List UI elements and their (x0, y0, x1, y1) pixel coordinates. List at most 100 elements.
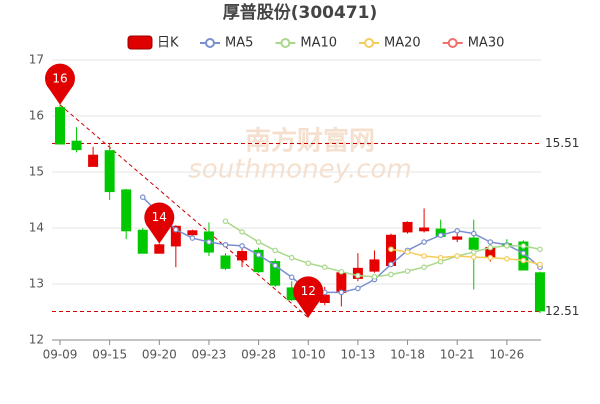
ma-point (537, 261, 543, 268)
reference-label: 12.51 (545, 304, 579, 318)
ma-point (222, 242, 229, 248)
ma-point (487, 239, 494, 245)
candle-body (253, 249, 264, 273)
ma-point (388, 271, 394, 278)
candle-body (270, 261, 281, 286)
ma-point (537, 246, 543, 253)
y-tick-label: 12 (29, 333, 44, 347)
legend-swatch (280, 38, 291, 48)
candle-body (154, 244, 165, 254)
legend-swatch (205, 38, 215, 48)
legend-swatch (127, 35, 153, 50)
ma-point (454, 228, 461, 234)
marker-label: 16 (52, 71, 67, 85)
candle-body (121, 189, 132, 232)
ma-point (520, 257, 527, 264)
ma-point (388, 261, 394, 268)
ma-point (421, 253, 427, 259)
marker-pin (144, 202, 175, 244)
reference-label: 15.51 (545, 136, 579, 150)
candle-body (88, 154, 99, 167)
ma-point (388, 246, 394, 253)
ma-point (454, 253, 461, 259)
x-tick-label: 10-13 (340, 348, 375, 362)
x-tick-label: 09-15 (92, 348, 127, 362)
candle-body (187, 230, 198, 236)
ma-point (173, 226, 179, 233)
y-tick-label: 14 (29, 221, 44, 235)
ma-point (206, 239, 212, 245)
legend-label: MA10 (300, 36, 337, 51)
x-tick-label: 09-09 (43, 348, 78, 362)
legend-label: MA20 (384, 36, 421, 51)
ma-point (272, 247, 278, 254)
ma-point (504, 243, 510, 249)
x-tick-label: 10-21 (440, 348, 475, 362)
ma-point (421, 239, 427, 245)
candle-body (220, 255, 231, 269)
x-tick-label: 09-28 (241, 348, 276, 362)
candle-body (237, 251, 248, 261)
legend-swatch (364, 38, 375, 48)
legend-label: 日K (157, 36, 179, 51)
marker-pin (293, 276, 324, 318)
candle-body (452, 236, 463, 240)
marker-label: 14 (152, 210, 167, 224)
marker-label: 12 (301, 284, 316, 298)
ma-point (321, 264, 328, 271)
ma-point (338, 268, 345, 275)
ma-point (404, 249, 411, 255)
y-tick-label: 17 (29, 53, 44, 67)
x-tick-label: 10-26 (489, 348, 524, 362)
candle-body (137, 229, 148, 254)
ma-point (139, 194, 146, 201)
watermark: 南方财富网 (245, 126, 375, 157)
legend: 日K MA5 MA10 MA20 MA30 (127, 35, 505, 51)
ma-point (189, 235, 196, 241)
candle-body (336, 272, 347, 293)
candle-body (518, 241, 529, 271)
candle-body (419, 227, 430, 232)
legend-swatch (447, 38, 458, 48)
legend-label: MA30 (468, 36, 505, 51)
ma-point (305, 260, 312, 267)
ma-point (404, 268, 411, 274)
x-tick-label: 10-10 (291, 348, 326, 362)
y-tick-label: 13 (29, 277, 44, 291)
legend-label: MA5 (225, 36, 253, 51)
ma-point (222, 218, 229, 225)
ma-point (520, 250, 527, 257)
ma-point (355, 285, 361, 292)
ma-point (470, 230, 477, 237)
ma-point (470, 254, 477, 260)
y-tick-label: 16 (29, 109, 44, 123)
ma-point (239, 243, 245, 249)
ma-line (390, 248, 541, 266)
x-tick-label: 09-20 (142, 348, 177, 362)
ma-point (338, 289, 345, 296)
ma-point (487, 254, 494, 261)
ma-point (288, 254, 295, 261)
trend-line (59, 104, 309, 318)
x-tick-label: 10-18 (390, 348, 425, 362)
ma-point (487, 244, 494, 251)
ma-point (470, 249, 477, 255)
ma-point (437, 254, 444, 261)
candle-body (468, 237, 479, 250)
ma-point (371, 273, 378, 280)
ma-line (225, 220, 541, 278)
chart-title: 厚普股份(300471) (223, 2, 378, 23)
ma-point (239, 229, 245, 235)
x-tick-label: 09-23 (192, 348, 227, 362)
y-tick-label: 15 (29, 165, 44, 179)
candle-body (534, 272, 545, 312)
marker-pin (45, 63, 75, 105)
ma-point (437, 232, 444, 239)
ma-point (421, 264, 427, 271)
candle-body (71, 140, 82, 151)
ma-point (288, 274, 295, 281)
watermark: southmoney.com (188, 155, 411, 185)
candle-body (369, 259, 380, 272)
ma-point (255, 252, 262, 258)
